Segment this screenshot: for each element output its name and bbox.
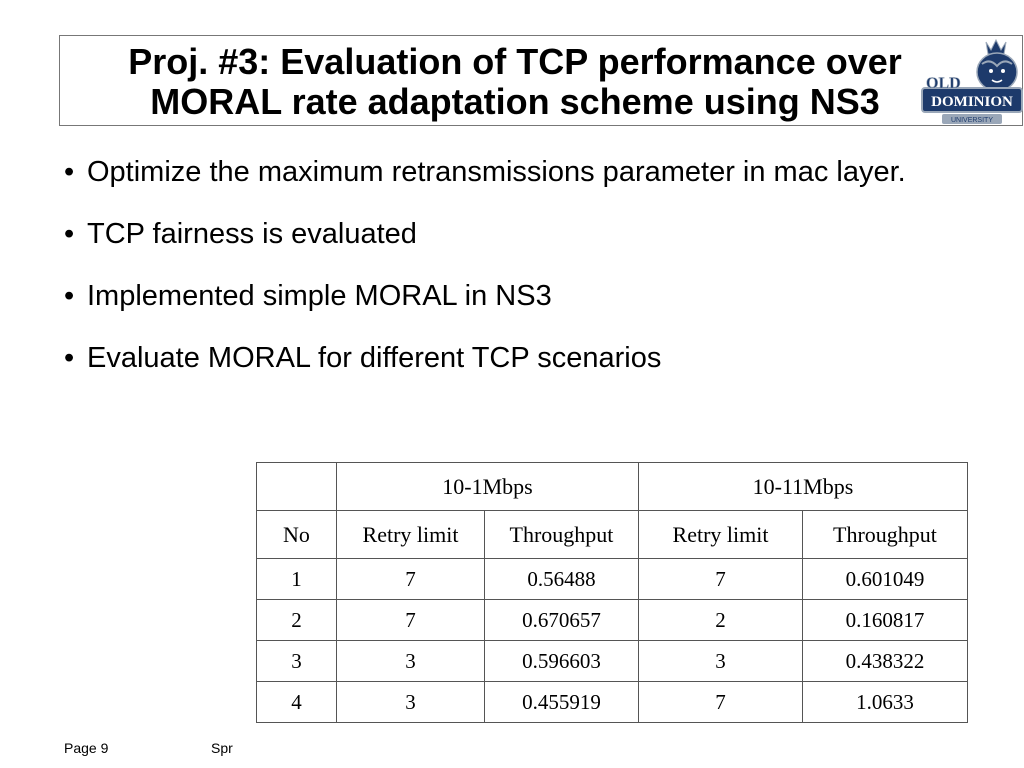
table-cell: 0.438322: [802, 640, 968, 682]
results-table-wrapper: 10-1Mbps 10-11Mbps No Retry limit Throug…: [256, 462, 968, 723]
group-header-10-1mbps: 10-1Mbps: [336, 462, 639, 511]
table-cell: 1: [256, 558, 337, 600]
table-cell: 3: [638, 640, 803, 682]
logo-text-university: UNIVERSITY: [951, 117, 993, 124]
bullet-item: • Evaluate MORAL for different TCP scenar…: [64, 338, 1004, 378]
bullet-dot-icon: •: [64, 218, 75, 250]
table-cell: 1.0633: [802, 681, 968, 723]
bullet-dot-icon: •: [64, 280, 75, 312]
bullet-item: • TCP fairness is evaluated: [64, 214, 1004, 254]
table-cell: 0.601049: [802, 558, 968, 600]
table-row: 3 3 0.596603 3 0.438322: [256, 640, 968, 682]
table-cell: 3: [256, 640, 337, 682]
table-cell: 7: [638, 558, 803, 600]
bullet-text: TCP fairness is evaluated: [87, 218, 417, 250]
logo-text-dominion: DOMINION: [931, 94, 1013, 110]
table-row: 4 3 0.455919 7 1.0633: [256, 681, 968, 723]
table-cell: 7: [336, 558, 485, 600]
table-cell: 0.56488: [484, 558, 639, 600]
old-dominion-logo-icon: OLD DOMINION UNIVERSITY: [921, 38, 1023, 124]
table-cell: 3: [336, 681, 485, 723]
bullet-dot-icon: •: [64, 342, 75, 374]
column-header-no: No: [256, 510, 337, 559]
slide-title-line-2: MORAL rate adaptation scheme using NS3: [150, 81, 880, 122]
table-row: 1 7 0.56488 7 0.601049: [256, 558, 968, 600]
table-cell: 2: [638, 599, 803, 641]
table-cell: 0.160817: [802, 599, 968, 641]
table-cell: 0.670657: [484, 599, 639, 641]
title-box: Proj. #3: Evaluation of TCP performance …: [59, 35, 1023, 126]
column-header-row: No Retry limit Throughput Retry limit Th…: [256, 510, 968, 559]
bullet-text: Implemented simple MORAL in NS3: [87, 280, 552, 312]
table-cell: 3: [336, 640, 485, 682]
table-cell: 7: [336, 599, 485, 641]
column-header-throughput: Throughput: [484, 510, 639, 559]
bullet-text: Optimize the maximum retransmissions par…: [87, 156, 906, 188]
table-cell: 7: [638, 681, 803, 723]
bullet-dot-icon: •: [64, 156, 75, 188]
bullet-text: Evaluate MORAL for different TCP scenari…: [87, 342, 662, 374]
group-header-10-11mbps: 10-11Mbps: [638, 462, 968, 511]
table-cell: 0.596603: [484, 640, 639, 682]
column-header-throughput: Throughput: [802, 510, 968, 559]
column-header-retry-limit: Retry limit: [336, 510, 485, 559]
group-header-row: 10-1Mbps 10-11Mbps: [256, 462, 968, 511]
results-table: 10-1Mbps 10-11Mbps No Retry limit Throug…: [256, 462, 968, 723]
bullet-item: • Optimize the maximum retransmissions pa…: [64, 152, 1004, 192]
bullet-list: • Optimize the maximum retransmissions pa…: [64, 152, 1004, 400]
table-row: 2 7 0.670657 2 0.160817: [256, 599, 968, 641]
empty-header-cell: [256, 462, 337, 511]
table-cell: 4: [256, 681, 337, 723]
slide-title-line-1: Proj. #3: Evaluation of TCP performance …: [128, 41, 902, 82]
bullet-item: • Implemented simple MORAL in NS3: [64, 276, 1004, 316]
logo-text-old: OLD: [926, 75, 961, 92]
table-cell: 0.455919: [484, 681, 639, 723]
footer-text: Spr: [211, 740, 233, 756]
column-header-retry-limit: Retry limit: [638, 510, 803, 559]
footer-page-number: Page 9: [64, 740, 109, 756]
table-cell: 2: [256, 599, 337, 641]
